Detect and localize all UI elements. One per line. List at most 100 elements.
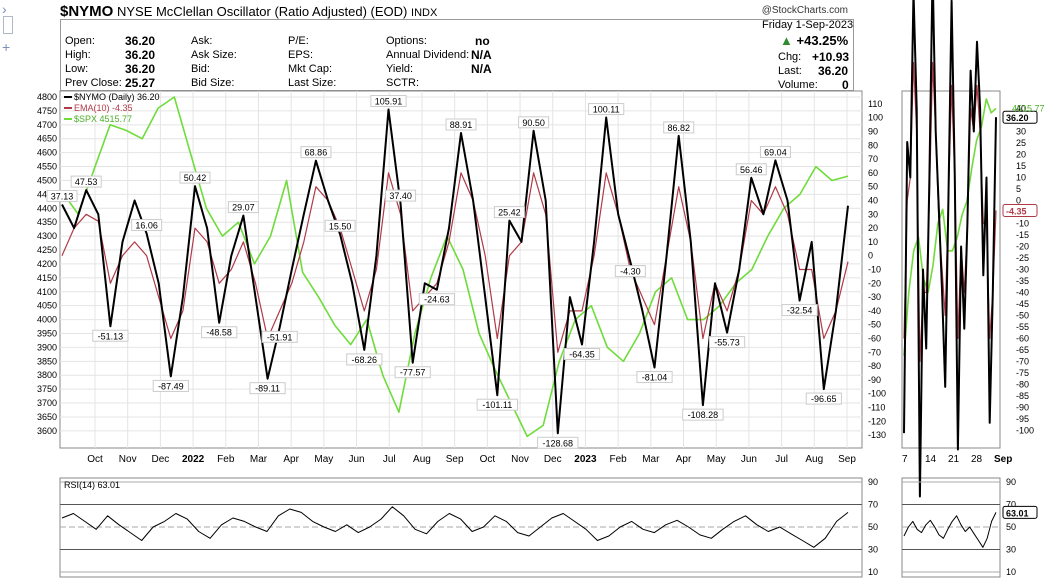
annotation-label: -77.57: [400, 368, 426, 378]
left-axis-tick: 3900: [37, 342, 57, 352]
zoom-axis-tick: 10: [1016, 173, 1026, 183]
annotation-box: [92, 329, 129, 342]
annotation-box: [708, 336, 746, 349]
legend-entry: EMA(10) -4.35: [74, 103, 133, 113]
annotation-box: [493, 206, 525, 219]
rsi-legend: RSI(14) 63.01: [64, 480, 120, 490]
zoom-axis-tick: 20: [1016, 150, 1026, 160]
annotation-box: [518, 116, 550, 129]
rsi-axis-tick: 10: [868, 567, 878, 577]
annotation-label: -24.63: [424, 295, 450, 305]
right-axis-tick: -100: [868, 389, 886, 399]
symbol: $NYMO: [60, 3, 114, 20]
chart-title: $NYMO NYSE McClellan Oscillator (Ratio A…: [60, 3, 437, 20]
chevron-right-icon[interactable]: ›: [2, 1, 7, 17]
annotation-label: 56.46: [740, 165, 763, 175]
annotation-label: 16.06: [135, 221, 158, 231]
rsi-last-tag: 63.01: [1006, 508, 1029, 518]
annotation-label: 88.91: [450, 120, 473, 130]
left-axis-tick: 4500: [37, 175, 57, 185]
brand-logo: @StockCharts.com: [761, 5, 848, 16]
annotation-label: -55.73: [714, 338, 740, 348]
right-axis-tick: 0: [868, 251, 873, 261]
annotation-box: [476, 398, 519, 411]
annotation-label: 86.82: [667, 123, 690, 133]
annotation-box: [249, 382, 286, 395]
spx-line: [61, 96, 849, 438]
annotation-label: -32.54: [787, 306, 813, 316]
annotation-label: -51.91: [267, 332, 293, 342]
zoom-nymo-line: [903, 0, 997, 498]
right-axis-tick: 70: [868, 154, 878, 164]
up-arrow-icon: ▲: [780, 33, 793, 48]
zoom-x-tick: 28: [971, 454, 983, 465]
left-axis-tick: 4250: [37, 245, 57, 255]
annotation-label: 37.40: [389, 191, 412, 201]
right-axis-tick: -130: [868, 430, 886, 440]
annotation-box: [152, 379, 189, 392]
annotation-box: [682, 408, 724, 421]
legend-entry: $NYMO (Daily) 36.20: [74, 92, 160, 102]
x-axis-tick: Feb: [610, 454, 628, 465]
zoom-axis-tick: -60: [1016, 334, 1029, 344]
zoom-axis-tick: -40: [1016, 288, 1029, 298]
right-axis-tick: 40: [868, 196, 878, 206]
left-axis-tick: 3950: [37, 328, 57, 338]
x-axis-tick: Mar: [250, 454, 268, 465]
left-axis-tick: 4800: [37, 92, 57, 102]
left-axis-tick: 4350: [37, 217, 57, 227]
open-value: 36.20: [125, 34, 156, 48]
symbol-name: NYSE McClellan Oscillator (Ratio Adjuste…: [116, 4, 408, 19]
annotation-box: [324, 219, 356, 232]
yield-label: Yield:: [386, 63, 414, 75]
rsi-axis-tick: 50: [868, 522, 878, 532]
ask-label: Ask:: [191, 35, 213, 47]
zoom-nymo-tag: 36.20: [1006, 113, 1029, 123]
x-axis-tick: Apr: [676, 454, 692, 465]
x-axis-tick: Sep: [446, 454, 464, 465]
zoom-axis-tick: -55: [1016, 322, 1029, 332]
x-axis-tick: Jun: [349, 454, 365, 465]
zoom-axis-tick: -70: [1016, 357, 1029, 367]
x-axis-tick: Jun: [741, 454, 757, 465]
right-axis-tick: -10: [868, 265, 881, 275]
dividend-value: N/A: [471, 48, 492, 62]
right-axis-tick: 100: [868, 113, 883, 123]
low-value: 36.20: [125, 62, 156, 76]
rsi-zoom-axis-tick: 50: [1006, 522, 1016, 532]
left-axis-tick: 3750: [37, 384, 57, 394]
left-toolbar: › +: [0, 0, 14, 578]
x-axis-tick: Oct: [87, 454, 103, 465]
annotation-label: -108.28: [688, 410, 719, 420]
right-axis-tick: 60: [868, 168, 878, 178]
options-label: Options:: [386, 35, 427, 47]
volume-label: Volume:: [778, 79, 818, 91]
annotation-label: -81.04: [642, 373, 668, 383]
left-axis-tick: 4550: [37, 162, 57, 172]
left-axis-tick: 4050: [37, 301, 57, 311]
rsi-axis-tick: 70: [868, 500, 878, 510]
annotation-label: -128.68: [543, 438, 574, 448]
ask-size-label: Ask Size:: [191, 49, 237, 61]
left-axis-tick: 4300: [37, 231, 57, 241]
annotation-box: [418, 293, 455, 306]
right-axis-tick: 30: [868, 209, 878, 219]
zoom-axis-tick: -10: [1016, 219, 1029, 229]
zoom-axis-tick: -50: [1016, 311, 1029, 321]
x-axis-tick: Nov: [119, 454, 137, 465]
annotation-box: [614, 265, 646, 278]
right-axis-tick: -60: [868, 334, 881, 344]
right-axis-tick: 50: [868, 182, 878, 192]
left-axis-tick: 4750: [37, 106, 57, 116]
annotation-label: 100.11: [593, 105, 620, 115]
left-axis-tick: 4200: [37, 259, 57, 269]
zoom-axis-tick: 0: [1016, 196, 1021, 206]
plus-icon[interactable]: +: [2, 39, 11, 55]
x-axis-tick: Sep: [838, 454, 856, 465]
right-axis-tick: -70: [868, 347, 881, 357]
panel-toggle[interactable]: [3, 16, 13, 34]
annotation-label: 105.91: [375, 97, 403, 107]
zoom-ema-tag: -4.35: [1006, 207, 1027, 217]
right-axis-tick: 80: [868, 140, 878, 150]
